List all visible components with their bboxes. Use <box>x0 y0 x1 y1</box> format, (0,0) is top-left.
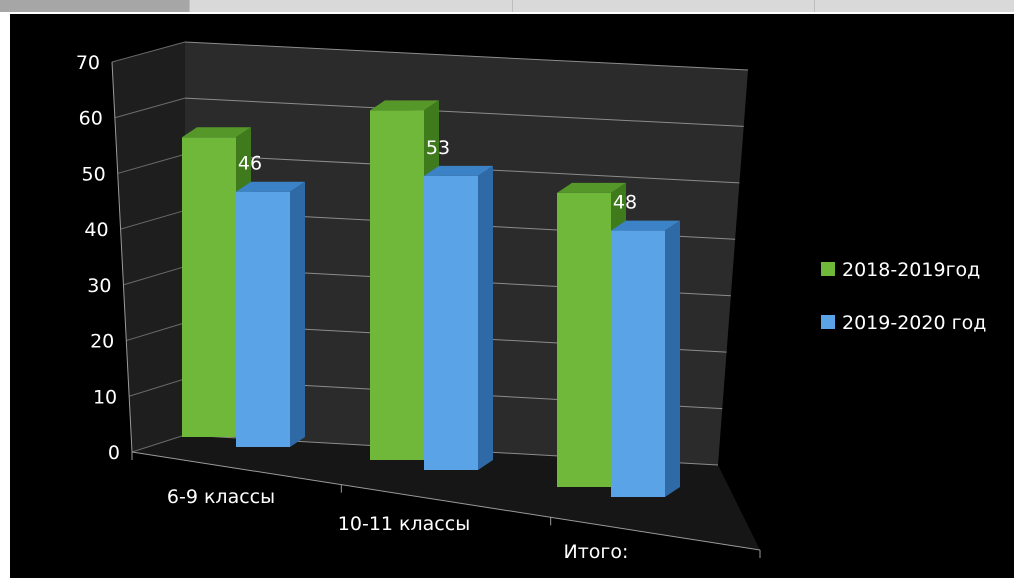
bar-side <box>478 165 493 470</box>
y-tick-label: 20 <box>90 331 114 353</box>
bar <box>182 137 236 438</box>
y-tick-label: 70 <box>76 52 100 74</box>
bar-top <box>182 127 251 138</box>
toolbar-cell <box>190 0 513 12</box>
bar <box>236 191 290 447</box>
bar <box>370 110 424 460</box>
bar <box>611 230 665 497</box>
legend-label: 2018-2019год <box>842 259 980 281</box>
bar-top <box>611 220 680 231</box>
data-label: 53 <box>426 137 450 159</box>
legend-swatch <box>821 315 835 329</box>
y-tick-labels: 0 10 20 30 40 50 60 70 <box>76 52 120 464</box>
side-wall <box>112 42 185 452</box>
bar <box>424 175 478 470</box>
toolbar-cell <box>513 0 815 12</box>
bar-side <box>665 220 680 497</box>
bar-top <box>424 165 493 176</box>
axes <box>111 61 761 558</box>
bar-top <box>557 182 626 193</box>
y-tick-label: 50 <box>82 163 106 185</box>
gridline-side <box>128 378 186 397</box>
y-tick-label: 60 <box>79 108 103 130</box>
y-tick-label: 0 <box>108 442 120 464</box>
legend-swatch <box>821 262 835 276</box>
gridline-side <box>114 97 186 119</box>
bar-top <box>370 100 439 111</box>
y-tick-label: 10 <box>93 386 117 408</box>
bars <box>182 100 680 497</box>
gridline-side <box>131 434 186 453</box>
y-tick-label: 40 <box>84 219 108 241</box>
toolbar-cell <box>0 0 190 12</box>
bar-side <box>290 181 305 447</box>
gridline <box>184 97 744 127</box>
bar-top <box>236 181 305 192</box>
gridline-side <box>126 322 186 342</box>
x-tick-labels: 6-9 классы 10-11 классы Итого: <box>167 486 629 563</box>
y-tick-label: 30 <box>87 275 111 297</box>
data-label: 48 <box>613 192 637 214</box>
gridline-side <box>120 209 186 230</box>
data-labels: 46 53 48 <box>238 137 637 214</box>
gridline <box>184 41 749 71</box>
gridline-side <box>117 153 186 174</box>
bar <box>557 192 611 487</box>
top-toolbar-strip <box>0 0 1014 12</box>
x-tick-label: 6-9 классы <box>167 486 275 508</box>
gridline-side <box>123 266 186 286</box>
x-tick-label: 10-11 классы <box>338 513 470 535</box>
data-label: 46 <box>238 153 262 175</box>
y-axis <box>111 61 133 453</box>
legend-label: 2019-2020 год <box>842 312 986 334</box>
x-tick-label: Итого: <box>564 541 629 563</box>
legend: 2018-2019год 2019-2020 год <box>821 259 986 334</box>
x-axis <box>131 451 761 551</box>
gridline-side <box>111 41 186 63</box>
